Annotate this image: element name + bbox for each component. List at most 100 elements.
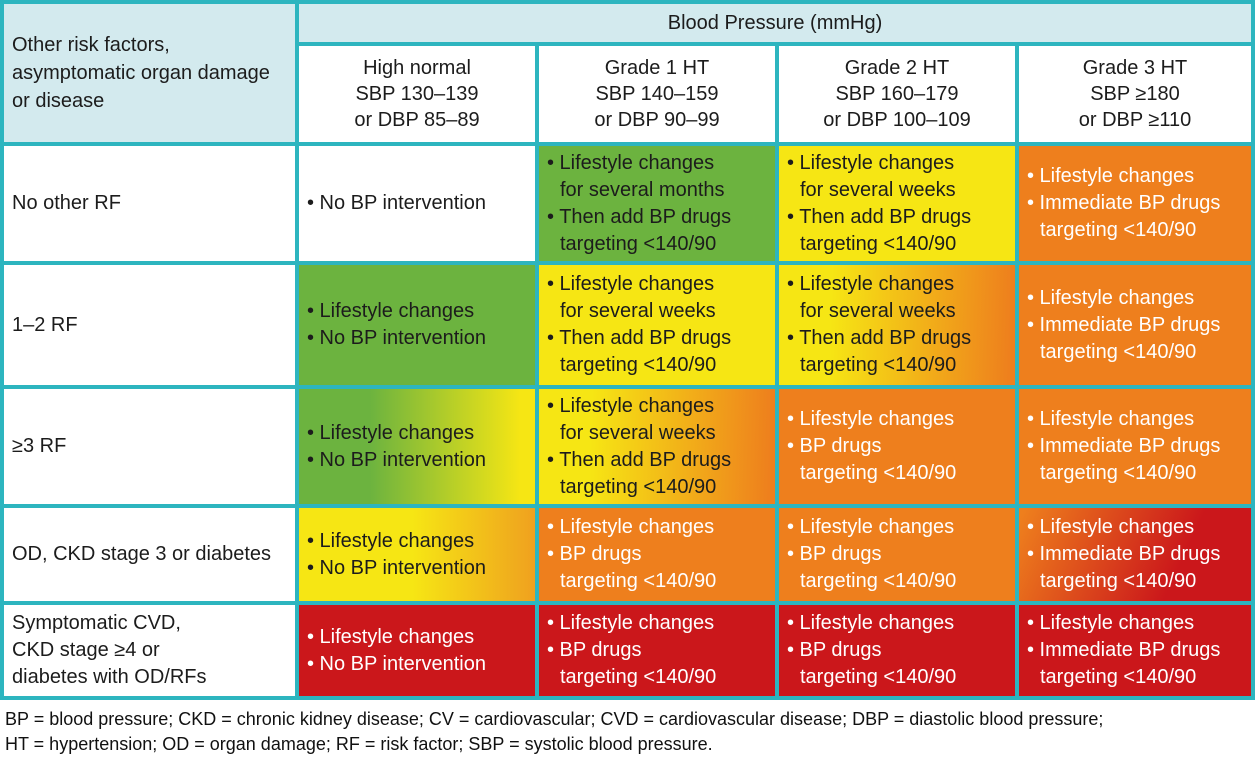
bullet-list: • Lifestyle changes • No BP intervention: [307, 420, 486, 474]
bullet-list: • Lifestyle changes • BP drugs targeting <…: [787, 406, 956, 487]
text-line: • Lifestyle changes: [787, 273, 955, 295]
column-header-grade1: Grade 1 HT SBP 140–159 or DBP 90–99: [539, 46, 775, 142]
text-line: ≥3 RF: [12, 435, 67, 457]
column-header-text: Grade 3 HT SBP ≥180 or DBP ≥110: [1079, 55, 1192, 133]
text-line: • Then add BP drugs: [547, 448, 732, 471]
bullet-list: • No BP intervention: [307, 190, 486, 217]
text-line: • Lifestyle changes: [787, 516, 955, 538]
text-line: No other RF: [12, 192, 121, 214]
text-line: targeting <140/90: [800, 570, 957, 592]
text-line: CKD stage ≥4 or: [12, 639, 160, 661]
bp-header-text: Blood Pressure (mmHg): [667, 11, 883, 34]
text-line: • Lifestyle changes: [307, 529, 475, 552]
row-label-text: No other RF: [12, 190, 121, 217]
text-line: targeting <140/90: [560, 475, 717, 498]
treatment-cell: • Lifestyle changes • No BP intervention: [299, 389, 535, 504]
row-label-od-ckd3-diabetes: OD, CKD stage 3 or diabetes: [4, 508, 295, 601]
text-line: or DBP 100–109: [823, 109, 971, 131]
text-line: • BP drugs: [547, 543, 642, 565]
text-line: targeting <140/90: [1040, 570, 1197, 592]
treatment-cell: • Lifestyle changes • BP drugs targeting <…: [779, 508, 1015, 601]
text-line: SBP ≥180: [1090, 83, 1180, 105]
treatment-cell: • Lifestyle changes for several weeks • Th…: [779, 265, 1015, 385]
row-label-symptomatic-cvd: Symptomatic CVD, CKD stage ≥4 or diabetes …: [4, 605, 295, 696]
text-line: for several weeks: [560, 300, 716, 322]
text-line: or DBP ≥110: [1078, 109, 1192, 131]
text-line: or disease: [12, 90, 105, 112]
bullet-list: • Lifestyle changes • BP drugs targeting <…: [787, 610, 956, 691]
row-label-text: ≥3 RF: [12, 433, 66, 460]
text-line: Other risk factors,: [12, 34, 170, 56]
risk-stratification-table: Other risk factors, asymptomatic organ da…: [0, 0, 1255, 700]
column-header-high-normal: High normal SBP 130–139 or DBP 85–89: [299, 46, 535, 142]
column-header-text: High normal SBP 130–139 or DBP 85–89: [354, 55, 479, 133]
bullet-list: • Lifestyle changes • BP drugs targeting <…: [547, 514, 716, 595]
bullet-list: • Lifestyle changes • BP drugs targeting <…: [547, 610, 716, 691]
column-header-text: Grade 2 HT SBP 160–179 or DBP 100–109: [823, 55, 971, 133]
text-line: • Lifestyle changes: [307, 300, 475, 322]
text-line: SBP 130–139: [355, 83, 479, 105]
text-line: • Immediate BP drugs: [1027, 313, 1221, 336]
corner-header-cell: Other risk factors, asymptomatic organ da…: [4, 4, 295, 142]
text-line: targeting <140/90: [560, 570, 717, 592]
treatment-cell: • Lifestyle changes • Immediate BP drugs t…: [1019, 146, 1251, 261]
text-line: • BP drugs: [787, 639, 882, 661]
text-line: • Lifestyle changes: [787, 612, 955, 634]
text-line: targeting <140/90: [1040, 219, 1197, 241]
bullet-list: • Lifestyle changes • Immediate BP drugs t…: [1027, 514, 1220, 595]
text-line: Grade 3 HT: [1082, 57, 1188, 79]
bullet-list: • Lifestyle changes • No BP intervention: [307, 298, 486, 352]
treatment-cell: • Lifestyle changes • BP drugs targeting <…: [779, 605, 1015, 696]
text-line: • Lifestyle changes: [1027, 165, 1195, 187]
text-line: High normal: [363, 57, 471, 79]
treatment-cell: • Lifestyle changes • BP drugs targeting <…: [779, 389, 1015, 504]
text-line: targeting <140/90: [800, 666, 957, 688]
row-label-no-other-rf: No other RF: [4, 146, 295, 261]
text-line: targeting <140/90: [800, 354, 957, 376]
text-line: • Immediate BP drugs: [1027, 639, 1221, 661]
text-line: Symptomatic CVD,: [12, 612, 181, 634]
bp-header-cell: Blood Pressure (mmHg): [299, 4, 1251, 42]
text-line: • Lifestyle changes: [547, 394, 715, 417]
text-line: BP = blood pressure; CKD = chronic kidne…: [5, 709, 1104, 729]
text-line: targeting <140/90: [560, 666, 717, 688]
text-line: • Lifestyle changes: [547, 612, 715, 634]
text-line: targeting <140/90: [800, 232, 957, 255]
text-line: Grade 1 HT: [604, 57, 710, 79]
text-line: for several weeks: [560, 421, 716, 444]
bullet-list: • Lifestyle changes • BP drugs targeting <…: [787, 514, 956, 595]
text-line: • BP drugs: [547, 639, 642, 661]
column-header-grade3: Grade 3 HT SBP ≥180 or DBP ≥110: [1019, 46, 1251, 142]
text-line: • Immediate BP drugs: [1027, 192, 1221, 214]
text-line: • Then add BP drugs: [787, 327, 972, 349]
text-line: HT = hypertension; OD = organ damage; RF…: [5, 734, 713, 754]
text-line: targeting <140/90: [1040, 666, 1197, 688]
text-line: • Then add BP drugs: [547, 327, 732, 349]
column-header-grade2: Grade 2 HT SBP 160–179 or DBP 100–109: [779, 46, 1015, 142]
bullet-list: • Lifestyle changes • Immediate BP drugs t…: [1027, 163, 1220, 244]
treatment-cell: • Lifestyle changes • No BP intervention: [299, 508, 535, 601]
text-line: • Immediate BP drugs: [1027, 543, 1221, 565]
treatment-cell: • Lifestyle changes • Immediate BP drugs t…: [1019, 265, 1251, 385]
treatment-cell: • Lifestyle changes for several weeks • Th…: [539, 389, 775, 504]
treatment-cell: • No BP intervention: [299, 146, 535, 261]
text-line: targeting <140/90: [1040, 340, 1197, 363]
text-line: • Lifestyle changes: [1027, 286, 1195, 309]
corner-header-text: Other risk factors, asymptomatic organ da…: [12, 31, 270, 115]
text-line: for several weeks: [800, 178, 956, 201]
text-line: • No BP intervention: [307, 448, 486, 471]
text-line: for several months: [560, 178, 725, 201]
text-line: or DBP 90–99: [594, 109, 720, 131]
text-line: • Lifestyle changes: [1027, 408, 1195, 430]
treatment-cell: • Lifestyle changes • BP drugs targeting <…: [539, 508, 775, 601]
bullet-list: • Lifestyle changes for several weeks • Th…: [547, 393, 731, 501]
text-line: • Lifestyle changes: [547, 273, 715, 295]
treatment-cell: • Lifestyle changes for several weeks • Th…: [539, 265, 775, 385]
text-line: • Lifestyle changes: [1027, 516, 1195, 538]
text-line: targeting <140/90: [560, 232, 717, 255]
text-line: or DBP 85–89: [354, 109, 480, 131]
text-line: • No BP intervention: [307, 556, 486, 579]
text-line: • Then add BP drugs: [547, 205, 732, 228]
treatment-cell: • Lifestyle changes • Immediate BP drugs t…: [1019, 605, 1251, 696]
text-line: • No BP intervention: [307, 327, 486, 349]
